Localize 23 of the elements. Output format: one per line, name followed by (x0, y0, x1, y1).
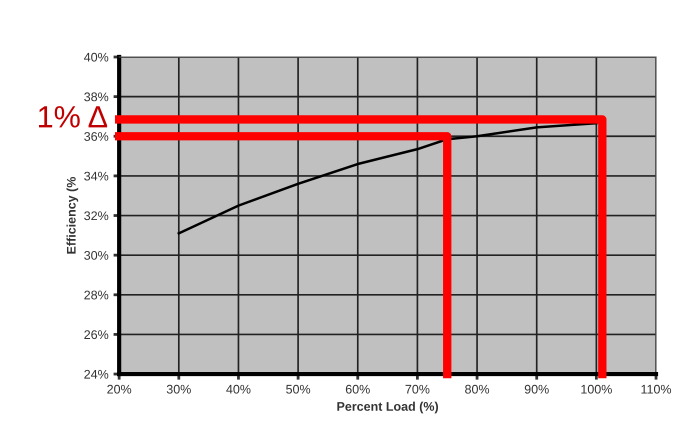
y-tick-label: 36% (84, 132, 108, 141)
line-series (178, 122, 598, 235)
y-tick-label: 26% (84, 330, 108, 340)
x-tick-label: 40% (226, 384, 251, 394)
x-axis-title: Percent Load (%) (337, 402, 438, 414)
x-tick-label: 30% (166, 384, 191, 394)
annotation: 1% Δ (38, 106, 108, 128)
x-tick-label: 60% (346, 384, 370, 394)
x-tick-label: 70% (406, 384, 430, 394)
x-tick-label: 110% (641, 384, 672, 394)
x-tick-label: 80% (465, 384, 490, 394)
x-tick-label: 100% (581, 384, 612, 394)
x-tick-label: 20% (107, 384, 132, 394)
y-tick-label: 34% (84, 172, 108, 181)
y-tick-label: 32% (84, 211, 108, 220)
x-tick-label: 90% (524, 384, 549, 394)
y-tick-label: 40% (84, 52, 108, 62)
y-axis-title: Efficiency (% (66, 176, 78, 254)
y-tick-label: 30% (84, 250, 108, 260)
x-tick-label: 50% (286, 384, 310, 394)
y-tick-label: 24% (84, 370, 108, 379)
y-tick-label: 28% (84, 290, 108, 300)
y-tick-label: 38% (84, 92, 108, 102)
